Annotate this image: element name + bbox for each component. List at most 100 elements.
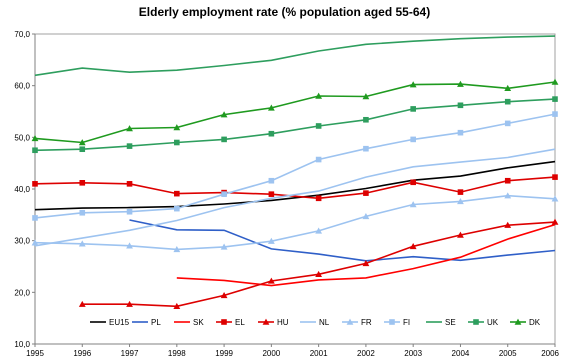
data-point-el (363, 190, 369, 196)
series-line-el (34, 176, 556, 200)
legend-marker (473, 319, 479, 325)
data-point-hu (78, 300, 86, 307)
data-point-uk (363, 116, 369, 123)
data-point-dk (362, 93, 370, 100)
series-hu (78, 218, 559, 310)
legend-item-fr: FR (342, 318, 372, 327)
data-point-uk (32, 147, 38, 154)
x-tick-label: 2000 (262, 349, 280, 358)
x-tick-label: 2003 (404, 349, 422, 358)
series-line-uk (34, 98, 556, 152)
data-point-hu (362, 260, 370, 267)
plot-area (34, 33, 556, 345)
legend-item-el: EL (216, 318, 245, 327)
data-point-el (268, 191, 275, 197)
data-point-hu (220, 292, 228, 299)
data-point-fi (504, 120, 511, 127)
legend-label: PL (151, 318, 161, 327)
data-point-fi (221, 191, 227, 197)
chart-title: Elderly employment rate (% population ag… (139, 5, 430, 19)
data-point-dk (551, 78, 559, 85)
x-tick-label: 2004 (452, 349, 470, 358)
series-line-nl (34, 148, 556, 247)
x-tick-label: 2001 (310, 349, 328, 358)
legend-label: UK (487, 318, 499, 327)
x-tick-label: 2006 (541, 349, 559, 358)
legend-label: SK (193, 318, 204, 327)
legend-item-sk: SK (174, 318, 204, 327)
data-point-el (504, 177, 511, 184)
data-point-fr (126, 242, 133, 249)
x-tick-label: 1998 (168, 349, 186, 358)
data-point-fi (552, 111, 558, 117)
data-point-dk (267, 104, 275, 111)
x-tick-label: 1996 (73, 349, 91, 358)
legend-item-uk: UK (468, 318, 499, 327)
data-point-el (126, 181, 133, 187)
series-line-sk (176, 223, 556, 287)
data-point-hu (457, 231, 464, 238)
x-tick-label: 1997 (121, 349, 139, 358)
data-point-hu (409, 242, 417, 250)
y-tick-label: 50,0 (14, 133, 30, 142)
data-point-fi (79, 209, 86, 216)
data-point-dk (315, 92, 323, 99)
legend-label: EL (235, 318, 245, 327)
y-tick-label: 60,0 (14, 82, 30, 91)
y-tick-label: 40,0 (14, 185, 30, 194)
data-point-el (552, 174, 558, 180)
data-point-el (410, 179, 416, 186)
data-point-dk (31, 134, 39, 142)
data-point-dk (78, 139, 86, 146)
legend-label: FI (403, 318, 410, 327)
series-line-fr (34, 194, 556, 251)
data-point-dk (457, 80, 464, 87)
data-point-uk (268, 130, 275, 137)
series-se (34, 35, 556, 77)
x-tick-label: 1995 (26, 349, 44, 358)
legend-label: DK (529, 318, 541, 327)
y-tick-label: 70,0 (14, 30, 30, 39)
legend-item-pl: PL (132, 318, 161, 327)
data-point-fi (315, 156, 322, 163)
x-tick-label: 1999 (215, 349, 233, 358)
data-point-el (457, 189, 464, 195)
series-layer (31, 35, 559, 310)
series-line-dk (34, 81, 556, 144)
data-point-fr (551, 195, 559, 202)
series-eu15 (34, 160, 556, 211)
data-point-fi (363, 145, 369, 152)
series-nl (34, 148, 556, 247)
legend-label: FR (361, 318, 372, 327)
data-point-fr (173, 246, 181, 253)
legend-item-dk: DK (510, 318, 541, 327)
y-tick-label: 30,0 (14, 237, 30, 246)
legend-item-hu: HU (258, 318, 289, 327)
data-point-fi (126, 208, 133, 215)
data-point-uk (315, 123, 322, 129)
y-axis: 10,0 20,0 30,0 40,0 50,0 60,0 70,0 (14, 30, 36, 349)
legend-label: HU (277, 318, 289, 327)
legend-label: EU15 (109, 318, 130, 327)
data-point-hu (551, 218, 559, 225)
data-point-dk (173, 124, 181, 131)
legend-marker (389, 319, 395, 325)
data-point-fr (457, 198, 464, 205)
legend-marker (221, 319, 227, 325)
data-point-hu (126, 300, 133, 307)
data-point-hu (173, 302, 181, 310)
data-point-fi (268, 177, 275, 184)
series-dk (31, 78, 559, 146)
series-fi (32, 111, 558, 221)
data-point-dk (409, 81, 417, 88)
data-point-fr (220, 243, 228, 250)
legend-item-fi: FI (384, 318, 410, 327)
data-point-dk (126, 125, 133, 132)
data-point-uk (221, 136, 227, 143)
y-tick-label: 20,0 (14, 288, 30, 297)
series-line-eu15 (34, 160, 556, 211)
plot-frame (34, 33, 556, 345)
data-point-el (315, 195, 322, 202)
legend: EU15 PL SK EL HU NL FR FI SE UK DK (90, 318, 541, 327)
